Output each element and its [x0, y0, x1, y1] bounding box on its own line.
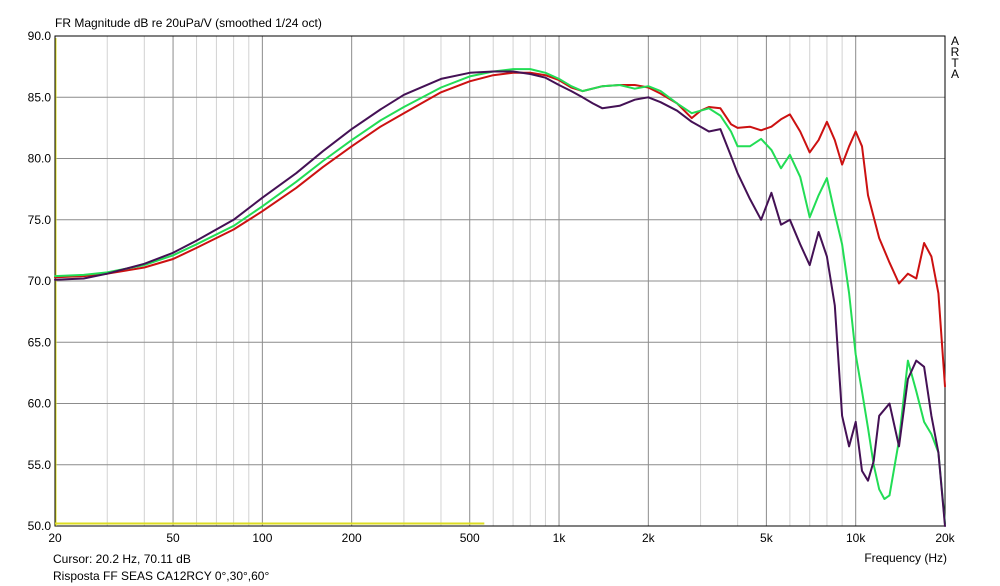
y-tick-label: 60.0 — [28, 397, 52, 411]
arta-logo: A R T A — [950, 34, 960, 81]
x-tick-label: 1k — [553, 531, 567, 545]
series-line-3 — [54, 70, 946, 527]
y-tick-label: 80.0 — [28, 152, 52, 166]
x-tick-label: 50 — [166, 531, 180, 545]
series-line-2 — [54, 68, 946, 525]
y-tick-label: 50.0 — [28, 519, 52, 533]
x-tick-label: 500 — [460, 531, 480, 545]
y-tick-label: 55.0 — [28, 458, 52, 472]
x-tick-label: 10k — [846, 531, 866, 545]
x-tick-label: 20k — [935, 531, 955, 545]
y-tick-label: 85.0 — [28, 90, 52, 104]
chart-title: FR Magnitude dB re 20uPa/V (smoothed 1/2… — [55, 16, 322, 30]
chart-caption: Risposta FF SEAS CA12RCY 0°,30°,60° — [53, 569, 270, 583]
x-tick-label: 2k — [642, 531, 656, 545]
x-tick-label: 20 — [48, 531, 62, 545]
y-tick-label: 65.0 — [28, 335, 52, 349]
x-tick-label: 100 — [252, 531, 272, 545]
y-tick-label: 90.0 — [28, 29, 52, 43]
cursor-readout: Cursor: 20.2 Hz, 70.11 dB — [53, 552, 191, 566]
y-tick-label: 75.0 — [28, 213, 52, 227]
x-axis-label: Frequency (Hz) — [864, 551, 947, 565]
plot-frame — [54, 35, 946, 527]
x-tick-label: 5k — [760, 531, 774, 545]
x-tick-label: 200 — [342, 531, 362, 545]
y-tick-label: 70.0 — [28, 274, 52, 288]
series-line-1 — [54, 71, 946, 388]
